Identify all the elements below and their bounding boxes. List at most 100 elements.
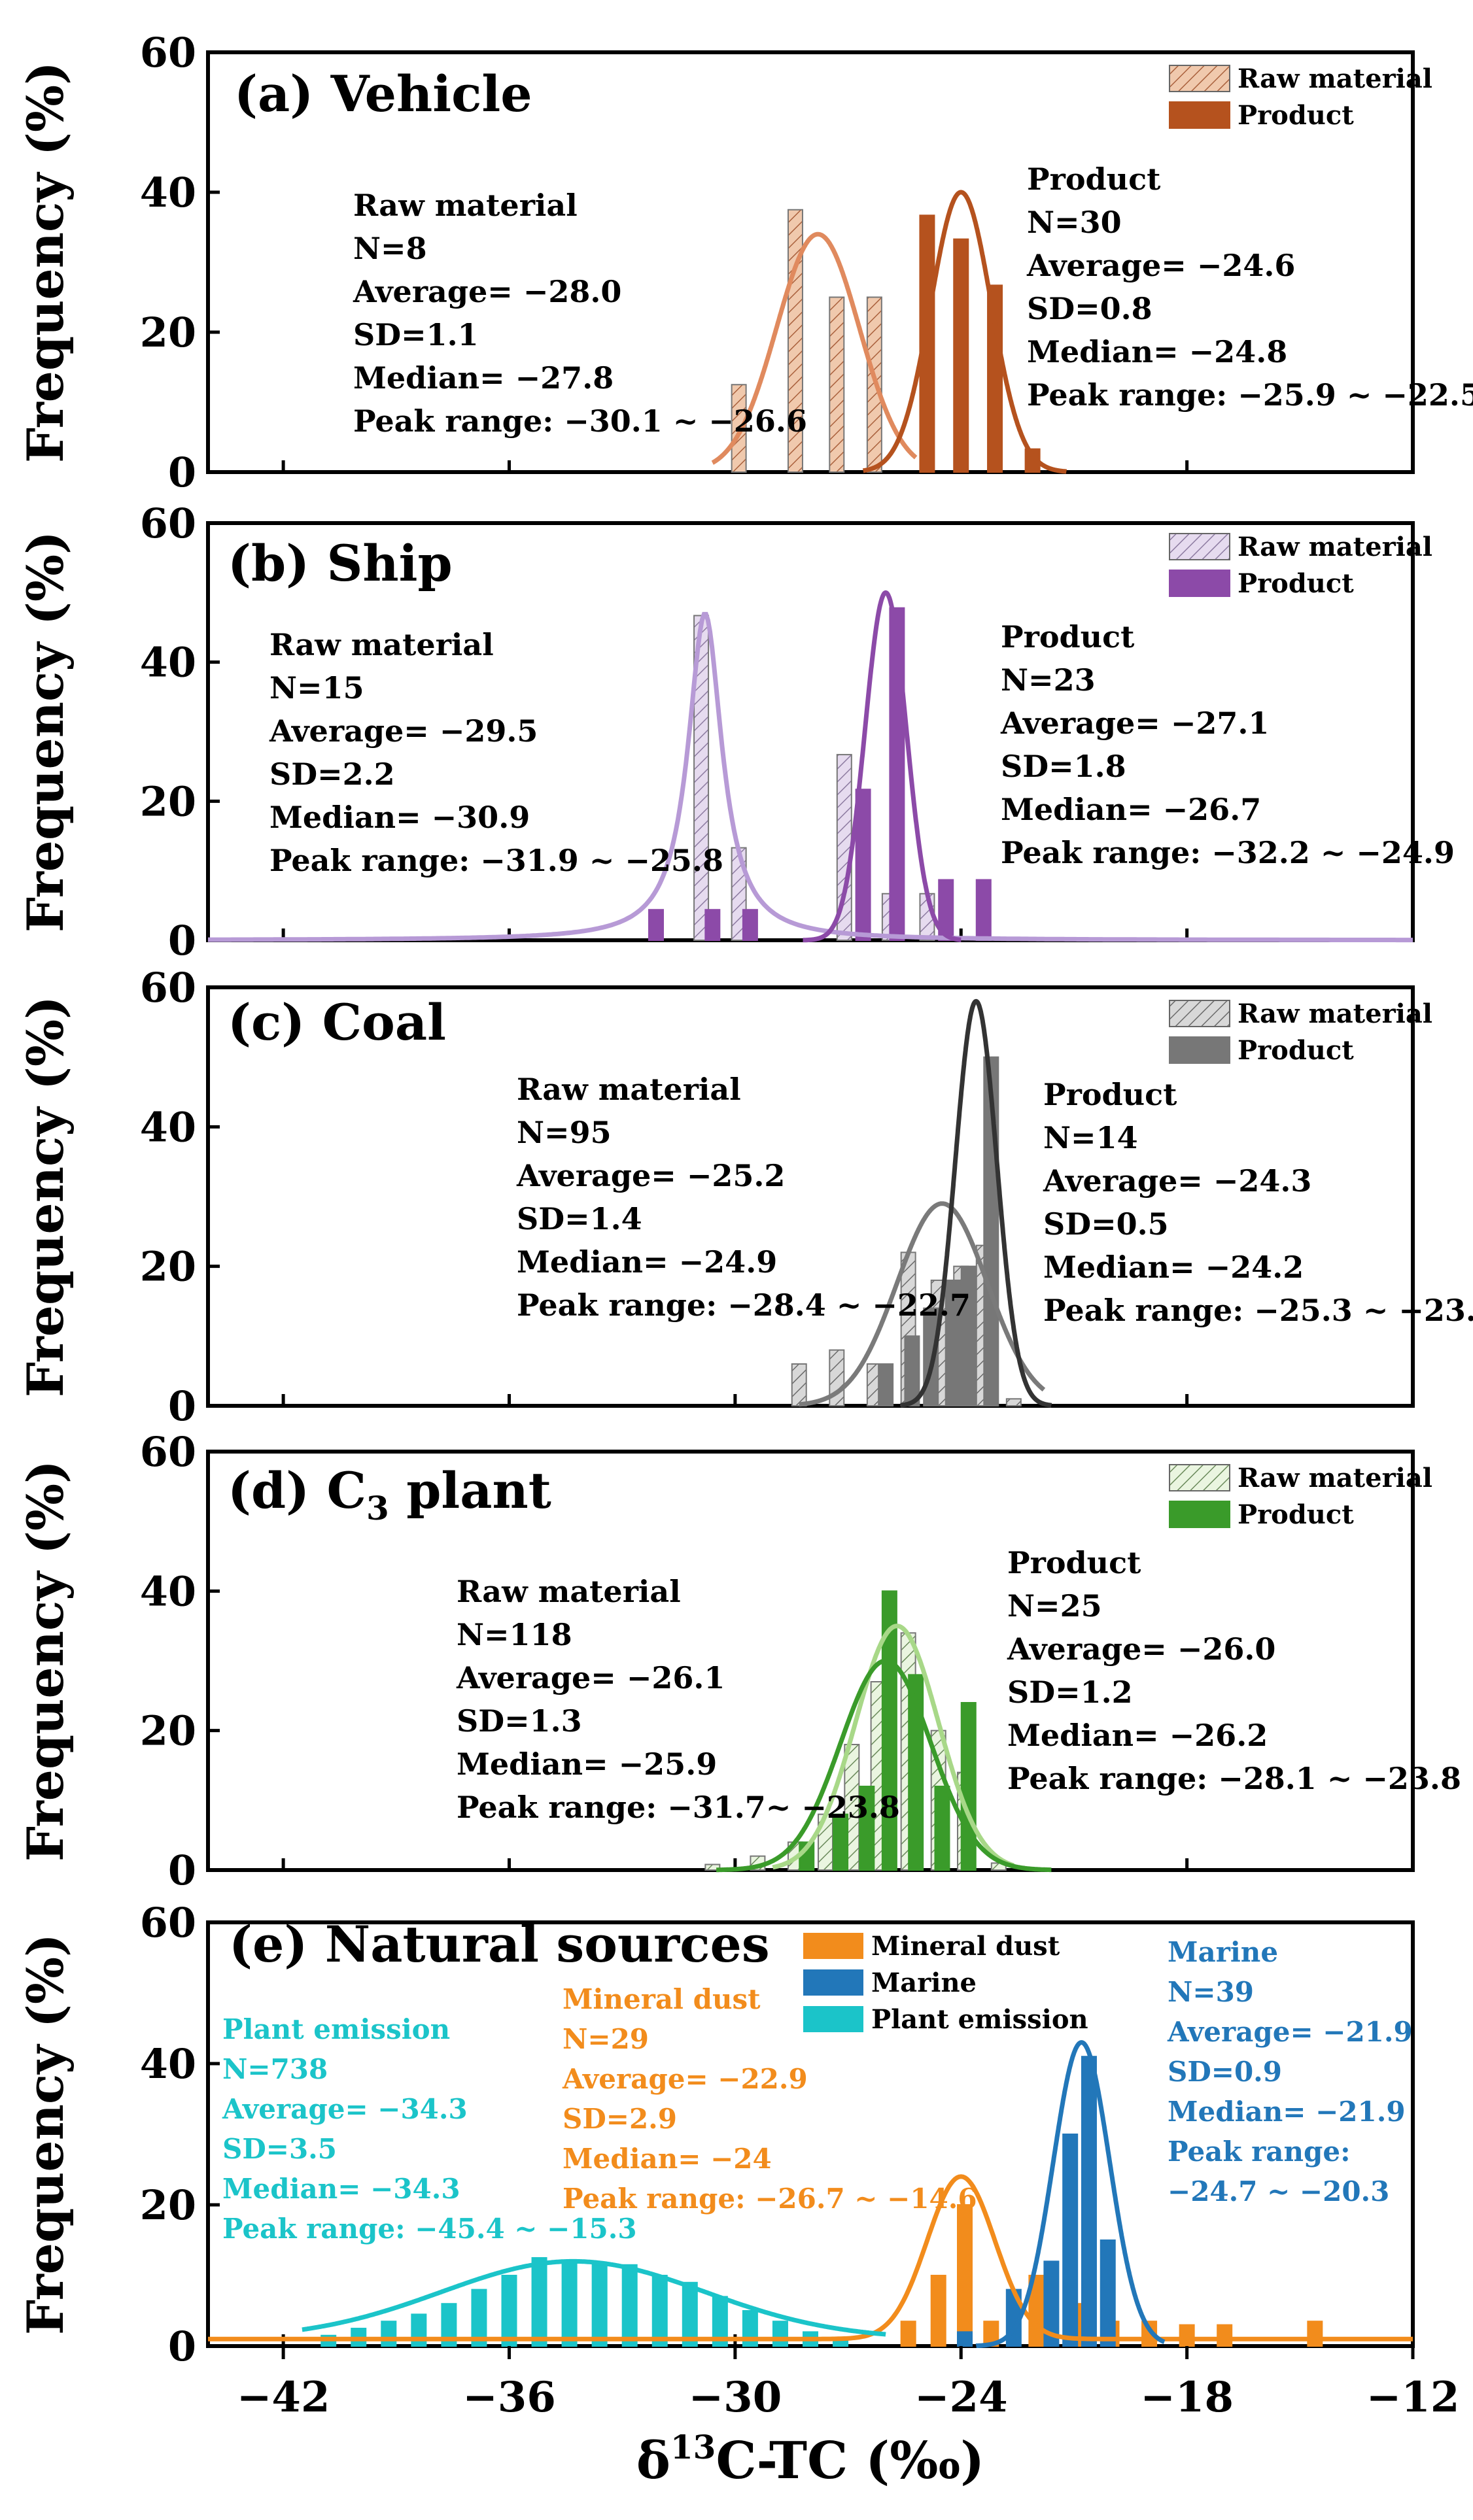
legend-label-mineral-dust: Mineral dust — [871, 1931, 1060, 1962]
raw-annotation-label: Raw material — [269, 627, 494, 662]
product-annotation-line: SD=1.8 — [1001, 749, 1126, 784]
marine-annotation-line: −24.7 ~ −20.3 — [1168, 2175, 1389, 2207]
mineral-annotation-line: N=29 — [563, 2023, 649, 2055]
raw-annotation-label: Raw material — [353, 188, 578, 223]
product-annotation-line: Median= −26.2 — [1007, 1718, 1268, 1753]
marine-bar — [1043, 2260, 1060, 2347]
raw-material-bar — [731, 384, 747, 473]
product-bar — [742, 909, 758, 942]
legend-label-product: Product — [1238, 1035, 1354, 1066]
legend-swatch-mineral-dust — [803, 1933, 863, 1959]
plant-emission-bar — [651, 2275, 668, 2347]
marine-annotation-line: Average= −21.9 — [1167, 2016, 1413, 2048]
product-annotation-line: Average= −24.6 — [1026, 248, 1295, 283]
y-tick-label: 20 — [140, 777, 196, 825]
raw-material-bar — [704, 1864, 721, 1871]
product-bar — [704, 909, 721, 942]
y-axis-label: Frequency (%) — [16, 1460, 75, 1862]
y-tick-label: 60 — [140, 500, 196, 547]
product-annotation-line: Median= −24.8 — [1027, 334, 1287, 369]
y-tick-label: 20 — [140, 1707, 196, 1755]
panel-title: (e) Natural sources — [229, 1915, 770, 1973]
y-tick-label: 40 — [140, 1103, 196, 1151]
panel-a: 0 20 40 60 Frequency (%) (a) Vehicle Raw mater… — [16, 29, 1473, 496]
product-annotation-label: Product — [1007, 1545, 1141, 1580]
product-bar — [908, 1674, 924, 1871]
y-tick-label: 60 — [140, 964, 196, 1012]
legend-label-product: Product — [1238, 1499, 1354, 1530]
product-bar — [938, 879, 954, 941]
product-bar — [833, 1813, 849, 1871]
legend-label-product: Product — [1238, 568, 1354, 599]
product-bar — [945, 1280, 962, 1406]
product-annotation-line: SD=0.8 — [1027, 291, 1152, 326]
product-annotation-line: Peak range: −32.2 ~ −24.9 — [1001, 835, 1455, 870]
product-annotation-line: Average= −27.1 — [1000, 706, 1269, 741]
x-tick-label: −18 — [1140, 2373, 1234, 2422]
raw-annotation-label: Raw material — [457, 1574, 681, 1609]
raw-material-bar — [791, 1363, 807, 1406]
y-tick-label: 60 — [140, 1428, 196, 1476]
product-fit-curve — [862, 190, 1067, 474]
y-tick-label: 20 — [140, 2181, 196, 2229]
product-fit-curve — [716, 1658, 1052, 1873]
legend-label-marine: Marine — [871, 1967, 977, 1998]
plant-emission-bar — [501, 2275, 517, 2347]
marine-bar — [1062, 2134, 1079, 2347]
y-axis-label: Frequency (%) — [16, 1933, 75, 2335]
legend-swatch-marine — [803, 1969, 863, 1996]
y-tick-label: 20 — [140, 309, 196, 356]
product-annotation-line: N=30 — [1027, 205, 1122, 240]
panel-b: 0 20 40 60 Frequency (%) (b) Ship Raw material… — [16, 500, 1455, 964]
plant-annotation-line: SD=3.5 — [222, 2133, 337, 2165]
product-bar — [919, 214, 935, 473]
marine-fit-curve — [975, 2040, 1166, 2349]
raw-material-fit-curve — [772, 1624, 1014, 1870]
plant-emission-fit-curve — [302, 2258, 886, 2337]
raw-annotation-line: Average= −25.2 — [516, 1158, 785, 1193]
product-bar — [960, 1265, 977, 1406]
y-axis-label: Frequency (%) — [16, 996, 75, 1397]
raw-annotation-line: Average= −29.5 — [269, 713, 538, 749]
mineral-dust-bar — [930, 2275, 946, 2347]
mineral-annotation-line: Peak range: −26.7 ~ −14.6 — [563, 2183, 977, 2215]
y-tick-label: 60 — [140, 29, 196, 77]
product-bar — [923, 1307, 939, 1406]
x-tick-label: −42 — [237, 2373, 330, 2422]
panel-title: (b) Ship — [228, 534, 453, 592]
mineral-dust-bar — [1307, 2321, 1323, 2347]
plant-emission-bar — [381, 2321, 397, 2347]
legend-swatch-raw — [1169, 533, 1230, 560]
y-tick-label: 20 — [140, 1243, 196, 1291]
x-tick-label: −30 — [689, 2373, 782, 2422]
panel-title-main: (d) C — [228, 1461, 366, 1520]
marine-annotation-label: Marine — [1168, 1936, 1278, 1968]
y-axis-label: Frequency (%) — [16, 61, 75, 463]
mineral-dust-bar — [900, 2321, 916, 2347]
panel-title-sub: 3 — [366, 1489, 389, 1527]
panel-title: (a) Vehicle — [234, 65, 532, 123]
plot-frame — [206, 985, 1415, 1408]
raw-annotation-line: Average= −26.1 — [456, 1660, 725, 1695]
legend-swatch-product — [1169, 101, 1230, 129]
product-annotation-line: N=23 — [1001, 662, 1096, 698]
y-tick-label: 40 — [140, 639, 196, 687]
x-axis-label-rest: C-TC (‰) — [716, 2431, 984, 2491]
panel-e: 0 20 40 60 Frequency (%) (e) Natural sources M… — [16, 1899, 1415, 2370]
y-axis-label: Frequency (%) — [16, 531, 75, 932]
y-tick-label: 0 — [168, 2323, 196, 2370]
legend-label-raw: Raw material — [1238, 63, 1432, 94]
y-tick-label: 0 — [168, 449, 196, 496]
product-bar — [934, 1786, 950, 1871]
plant-emission-bar — [561, 2260, 578, 2347]
legend-swatch-raw — [1169, 65, 1230, 92]
plant-annotation-line: Average= −34.3 — [222, 2093, 468, 2125]
legend-swatch-product — [1169, 1501, 1230, 1528]
plant-annotation-line: Peak range: −45.4 ~ −15.3 — [222, 2213, 637, 2245]
mineral-annotation-line: Median= −24 — [563, 2143, 772, 2175]
marine-bar — [957, 2331, 973, 2347]
product-annotation-line: Peak range: −25.3 ~ −23.4 — [1043, 1293, 1473, 1328]
raw-annotation-label: Raw material — [517, 1072, 741, 1107]
y-tick-label: 40 — [140, 2040, 196, 2088]
legend-label-product: Product — [1238, 100, 1354, 131]
